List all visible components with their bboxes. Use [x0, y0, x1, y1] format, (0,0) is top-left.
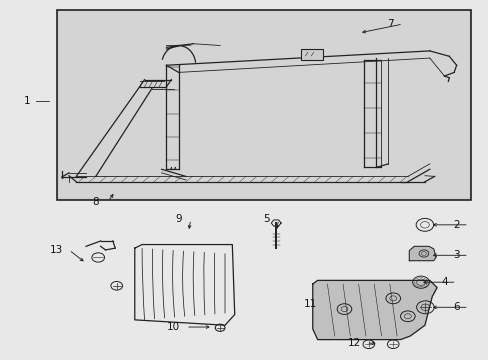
Text: 4: 4 — [440, 277, 447, 287]
Text: 5: 5 — [263, 215, 269, 224]
Text: 2: 2 — [452, 220, 459, 230]
Text: 12: 12 — [347, 338, 360, 348]
Text: 9: 9 — [175, 215, 182, 224]
Text: 6: 6 — [452, 302, 459, 312]
Polygon shape — [408, 246, 435, 261]
Text: 8: 8 — [92, 197, 99, 207]
Bar — [300, 49, 322, 59]
Text: 7: 7 — [386, 19, 393, 29]
Text: 1: 1 — [24, 96, 31, 106]
Polygon shape — [312, 280, 436, 339]
Text: 3: 3 — [452, 250, 459, 260]
Text: 13: 13 — [50, 245, 63, 255]
Bar — [57, 10, 470, 200]
Text: 10: 10 — [167, 322, 180, 332]
Text: 11: 11 — [303, 299, 316, 309]
Bar — [59, 11, 468, 198]
